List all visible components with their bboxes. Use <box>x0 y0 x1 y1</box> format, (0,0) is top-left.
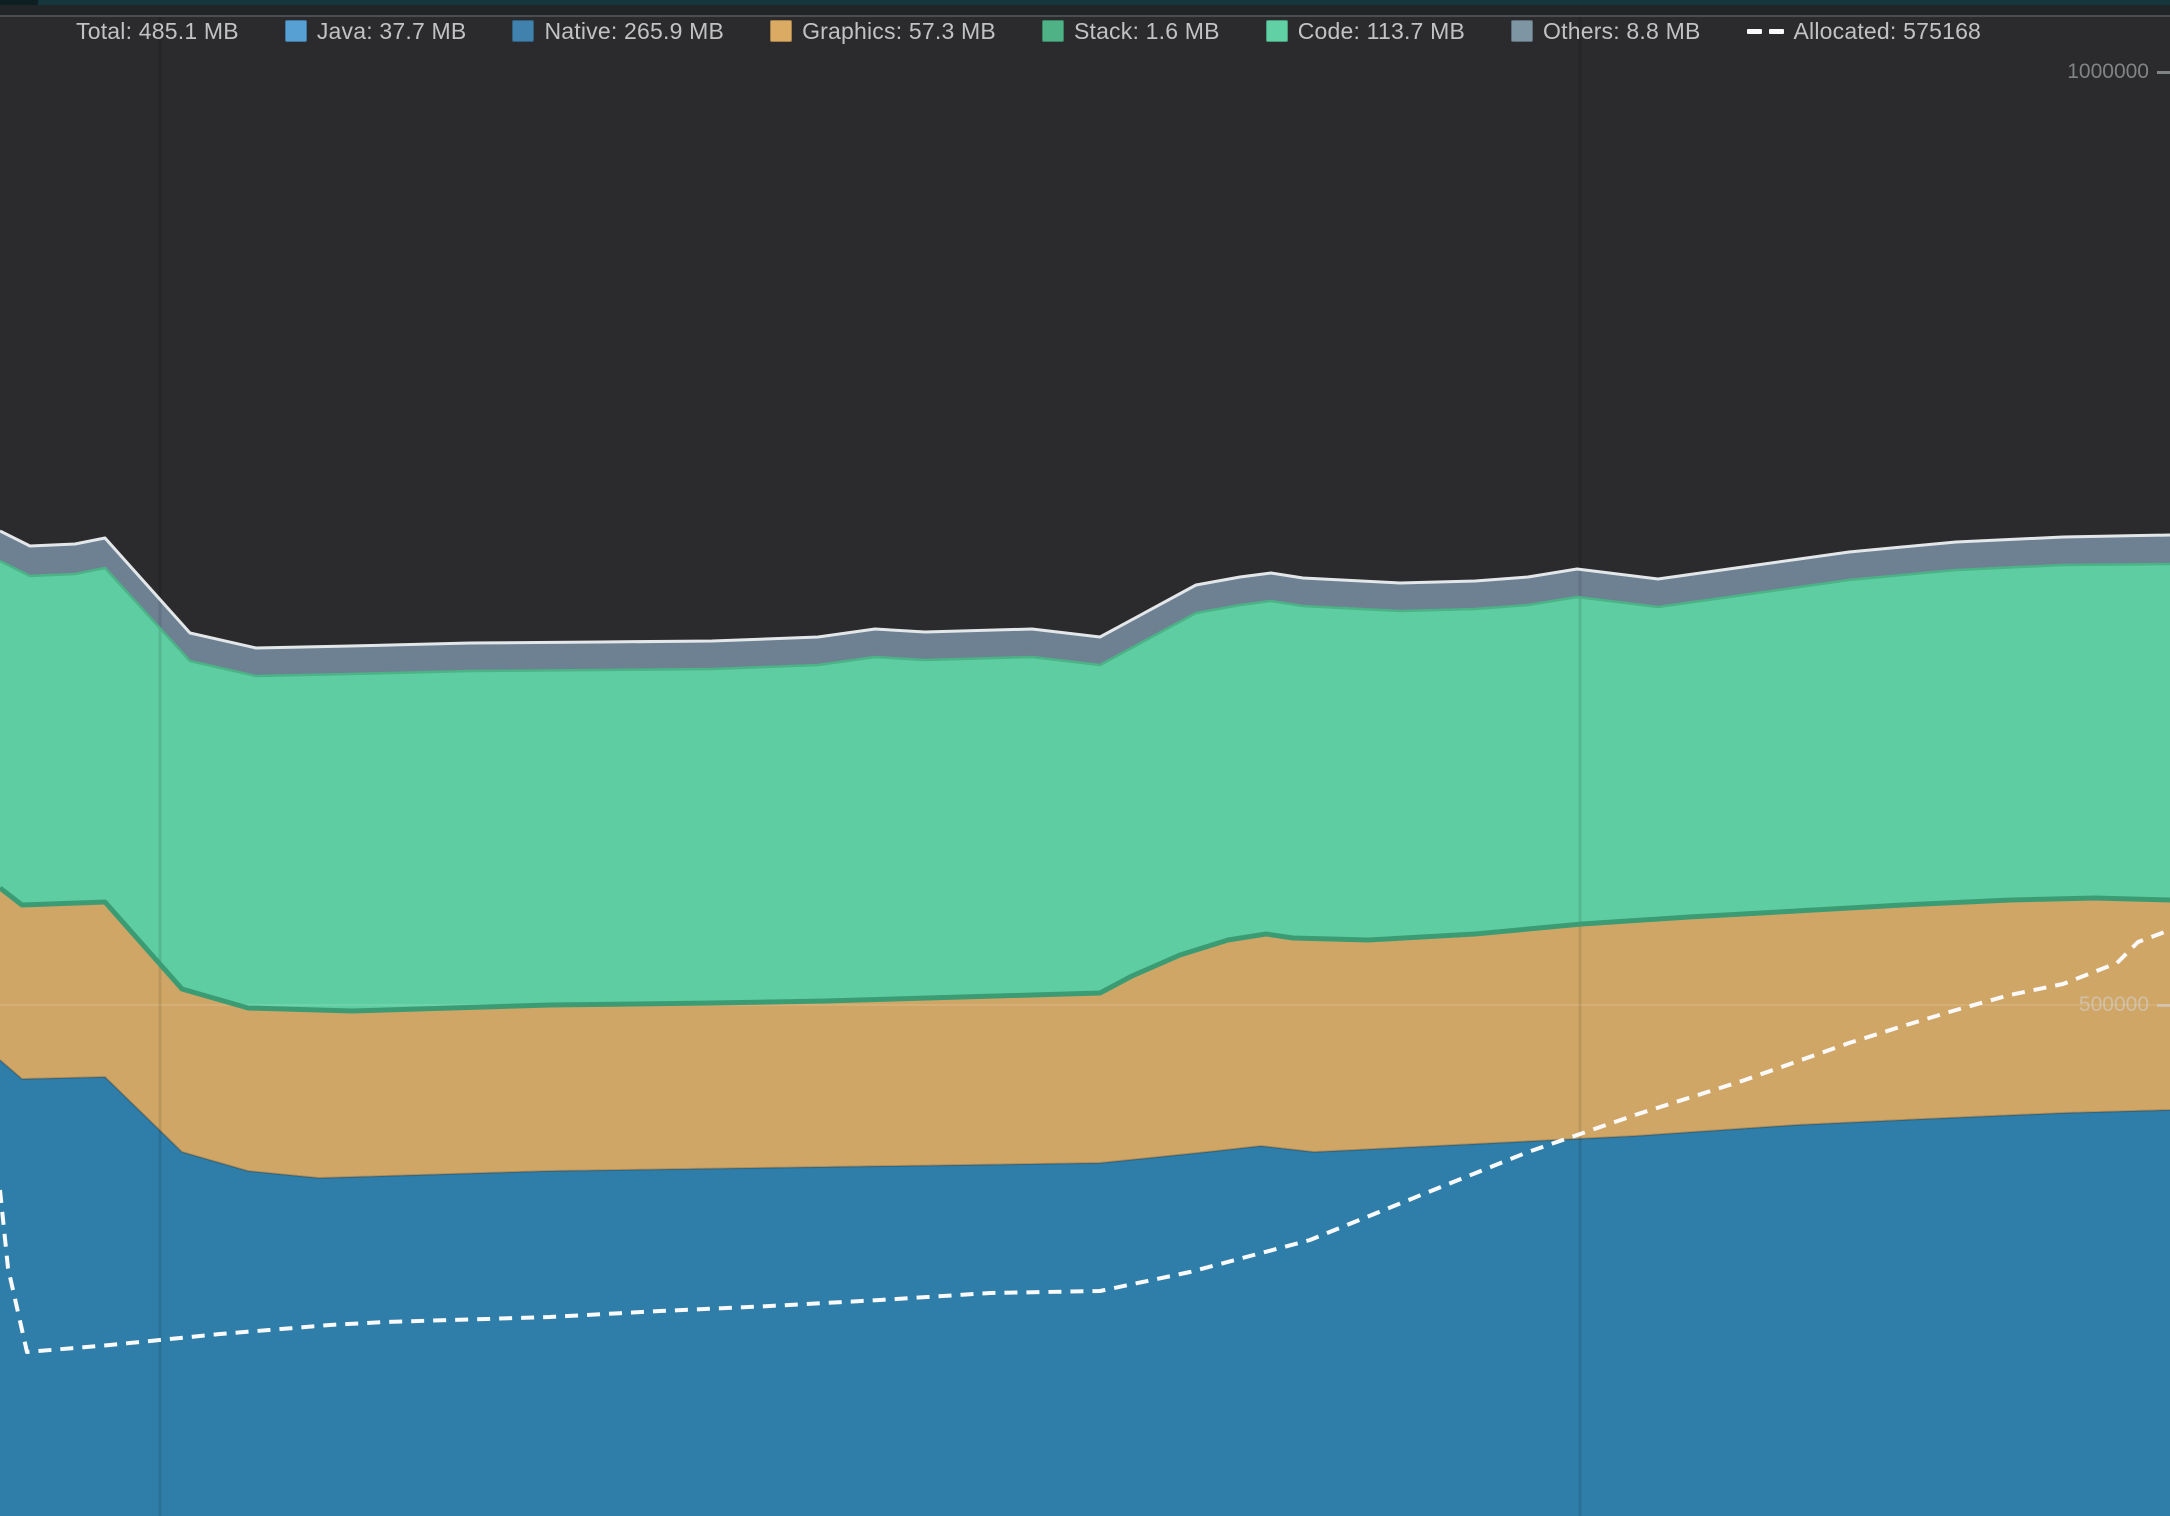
native-swatch-icon <box>512 20 535 42</box>
legend-item-label: Total: 485.1 MB <box>76 17 239 44</box>
graphics-swatch-icon <box>770 20 793 42</box>
legend: Total: 485.1 MB Java: 37.7 MB Native: 265.… <box>76 16 1981 46</box>
tick-mark-icon <box>2157 1003 2170 1007</box>
legend-item-label: Java: 37.7 MB <box>316 17 467 44</box>
area-graphics <box>0 888 2170 1178</box>
legend-item-label: Stack: 1.6 MB <box>1073 17 1220 44</box>
legend-item-label: Graphics: 57.3 MB <box>802 17 996 44</box>
native-top-edge-line <box>0 1059 2170 1179</box>
legend-item-others[interactable]: Others: 8.8 MB <box>1511 18 1700 45</box>
legend-item-allocated[interactable]: Allocated: 575168 <box>1746 17 1982 45</box>
right-axis-tick-500000: 500000 <box>2079 993 2170 1017</box>
top-separator-line <box>0 15 2170 17</box>
code-swatch-icon <box>1265 20 1288 42</box>
stack-layer-line <box>0 886 2170 1014</box>
area-code <box>0 561 2170 1011</box>
legend-item-native[interactable]: Native: 265.9 MB <box>512 18 724 45</box>
legend-item-java[interactable]: Java: 37.7 MB <box>284 17 467 45</box>
legend-item-code[interactable]: Code: 113.7 MB <box>1265 17 1466 45</box>
legend-item-label: Others: 8.8 MB <box>1543 17 1701 44</box>
top-edge-accent-bar <box>0 0 2170 5</box>
java-swatch-icon <box>284 20 307 42</box>
tick-label: 1000000 <box>2067 60 2149 83</box>
tick-mark-icon <box>2157 70 2170 74</box>
legend-item-stack[interactable]: Stack: 1.6 MB <box>1041 17 1220 45</box>
area-native <box>0 1060 2170 1516</box>
total-top-line <box>0 529 2170 650</box>
others-swatch-icon <box>1511 20 1534 42</box>
code-top-edge-line <box>0 559 2170 678</box>
legend-item-total[interactable]: Total: 485.1 MB <box>76 18 239 45</box>
area-others <box>0 531 2170 676</box>
top-chrome-bar <box>0 5 2170 15</box>
allocated-dashed-line <box>0 928 2170 1354</box>
legend-item-label: Native: 265.9 MB <box>544 17 725 44</box>
tick-label: 500000 <box>2078 993 2149 1016</box>
legend-item-label: Code: 113.7 MB <box>1297 17 1466 44</box>
right-axis-tick-1000000: 1000000 <box>2067 60 2170 84</box>
legend-item-graphics[interactable]: Graphics: 57.3 MB <box>770 18 996 45</box>
allocated-dashed-line-icon <box>1746 28 1784 34</box>
top-edge-corner <box>0 0 38 5</box>
stack-swatch-icon <box>1041 20 1064 42</box>
legend-item-label: Allocated: 575168 <box>1793 17 1982 44</box>
